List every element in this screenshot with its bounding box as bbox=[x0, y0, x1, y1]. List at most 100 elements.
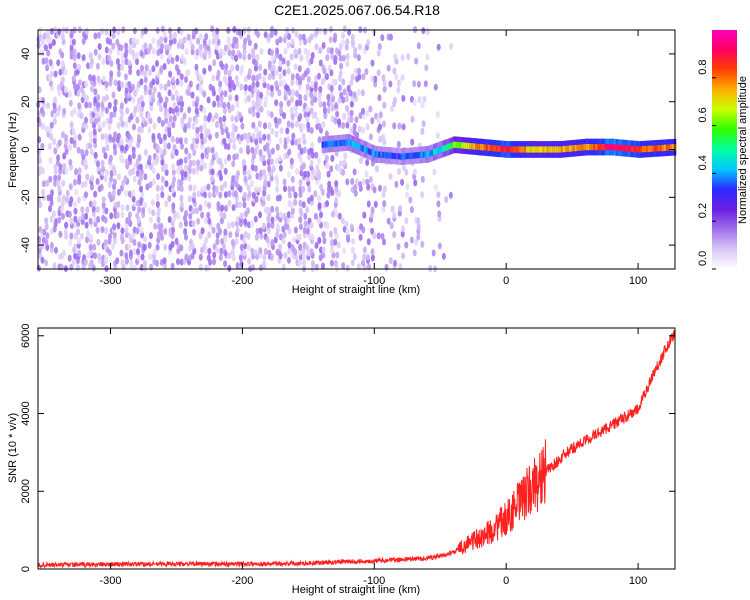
heatmap-noise-cell bbox=[132, 175, 137, 183]
heatmap-noise-cell bbox=[190, 43, 195, 51]
heatmap-noise-cell bbox=[392, 231, 397, 238]
heatmap-noise-cell bbox=[273, 236, 278, 244]
heatmap-noise-cell bbox=[188, 212, 193, 220]
heatmap-noise-cell bbox=[184, 76, 188, 83]
heatmap-noise-cell bbox=[400, 54, 405, 62]
heatmap-noise-cell bbox=[310, 233, 315, 241]
heatmap-noise-cell bbox=[277, 249, 282, 257]
heatmap-noise-cell bbox=[283, 33, 288, 41]
heatmap-noise-cell bbox=[190, 242, 195, 250]
heatmap-noise-cell bbox=[334, 210, 339, 218]
heatmap-noise-cell bbox=[301, 201, 306, 209]
heatmap-noise-cell bbox=[167, 195, 172, 203]
heatmap-noise-cell bbox=[326, 170, 331, 178]
heatmap-noise-cell bbox=[235, 201, 239, 209]
heatmap-noise-cell bbox=[242, 48, 247, 56]
heatmap-noise-cell bbox=[76, 196, 81, 204]
heatmap-noise-cell bbox=[105, 144, 110, 152]
heatmap-y-tick-label: -20 bbox=[20, 189, 32, 205]
heatmap-noise-cell bbox=[104, 133, 109, 140]
heatmap-noise-cell bbox=[285, 84, 290, 92]
heatmap-noise-cell bbox=[234, 180, 239, 187]
heatmap-noise-cell bbox=[44, 259, 49, 267]
heatmap-noise-cell bbox=[198, 232, 203, 240]
snr-y-tick-label: 4000 bbox=[20, 401, 32, 425]
heatmap-noise-cell bbox=[198, 33, 203, 41]
heatmap-noise-cell bbox=[49, 215, 54, 223]
heatmap-noise-cell bbox=[303, 170, 308, 178]
heatmap-noise-cell bbox=[200, 211, 205, 219]
heatmap-noise-cell bbox=[49, 227, 54, 235]
heatmap-noise-cell bbox=[212, 100, 217, 108]
snr-x-tick-label: -200 bbox=[231, 575, 253, 587]
heatmap-noise-cell bbox=[262, 81, 267, 89]
heatmap-noise-cell bbox=[357, 125, 362, 133]
heatmap-noise-cell bbox=[115, 58, 120, 66]
heatmap-noise-cell bbox=[68, 239, 73, 247]
heatmap-noise-cell bbox=[353, 189, 358, 197]
heatmap-noise-cell bbox=[329, 25, 333, 33]
heatmap-noise-cell bbox=[160, 120, 165, 127]
heatmap-noise-cell bbox=[120, 211, 125, 219]
heatmap-noise-cell bbox=[219, 95, 224, 103]
heatmap-noise-cell bbox=[301, 185, 306, 193]
heatmap-noise-cell bbox=[186, 33, 191, 41]
heatmap-noise-cell bbox=[416, 80, 421, 88]
heatmap-noise-cell bbox=[172, 176, 176, 184]
heatmap-noise-cell bbox=[99, 110, 104, 118]
heatmap-noise-cell bbox=[109, 212, 114, 220]
heatmap-noise-cell bbox=[230, 79, 235, 87]
heatmap-noise-cell bbox=[242, 201, 247, 209]
heatmap-ridge-cell bbox=[487, 144, 491, 151]
heatmap-noise-cell bbox=[368, 176, 373, 183]
heatmap-noise-cell bbox=[247, 68, 252, 76]
heatmap-noise-cell bbox=[246, 34, 251, 42]
heatmap-ridge-cell bbox=[506, 146, 509, 153]
heatmap-noise-cell bbox=[275, 231, 280, 239]
heatmap-noise-cell bbox=[148, 253, 153, 261]
heatmap-noise-cell bbox=[223, 249, 228, 257]
heatmap-noise-cell bbox=[168, 27, 172, 35]
heatmap-noise-cell bbox=[302, 146, 307, 154]
heatmap-noise-cell bbox=[119, 44, 124, 52]
heatmap-noise-cell bbox=[162, 133, 167, 141]
heatmap-noise-cell bbox=[290, 73, 295, 81]
heatmap-noise-cell bbox=[310, 141, 315, 149]
heatmap-noise-cell bbox=[84, 116, 88, 124]
heatmap-noise-cell bbox=[347, 28, 352, 36]
heatmap-noise-cell bbox=[187, 116, 192, 124]
heatmap-noise-cell bbox=[370, 248, 375, 256]
heatmap-noise-cell bbox=[151, 78, 156, 86]
heatmap-noise-cell bbox=[417, 96, 422, 104]
heatmap-noise-cell bbox=[324, 154, 329, 162]
heatmap-noise-cell bbox=[168, 106, 173, 114]
heatmap-noise-cell bbox=[400, 74, 405, 82]
heatmap-noise-cell bbox=[341, 262, 346, 270]
heatmap-noise-cell bbox=[210, 25, 215, 33]
heatmap-noise-cell bbox=[436, 43, 441, 51]
heatmap-noise-cell bbox=[243, 132, 248, 140]
heatmap-noise-cell bbox=[275, 143, 280, 151]
heatmap-noise-cell bbox=[171, 94, 175, 101]
heatmap-noise-cell bbox=[246, 207, 250, 215]
heatmap-ridge-cell bbox=[427, 151, 430, 158]
heatmap-noise-cell bbox=[112, 110, 117, 118]
heatmap-noise-cell bbox=[86, 62, 90, 70]
heatmap-noise-cell bbox=[95, 206, 100, 213]
heatmap-noise-cell bbox=[364, 68, 369, 76]
heatmap-noise-cell bbox=[310, 260, 315, 268]
heatmap-noise-cell bbox=[140, 253, 145, 261]
heatmap-noise-cell bbox=[396, 243, 401, 251]
heatmap-noise-cell bbox=[314, 242, 319, 249]
heatmap-noise-cell bbox=[40, 106, 44, 114]
heatmap-noise-cell bbox=[167, 120, 172, 128]
heatmap-noise-cell bbox=[219, 217, 224, 225]
heatmap-noise-cell bbox=[257, 130, 262, 138]
heatmap-noise-cell bbox=[71, 128, 76, 136]
heatmap-noise-cell bbox=[313, 95, 318, 103]
heatmap-noise-cell bbox=[381, 133, 386, 141]
heatmap-noise-cell bbox=[412, 80, 417, 88]
heatmap-noise-cell bbox=[127, 243, 132, 251]
heatmap-noise-cell bbox=[361, 73, 366, 81]
heatmap-noise-cell bbox=[258, 247, 263, 255]
